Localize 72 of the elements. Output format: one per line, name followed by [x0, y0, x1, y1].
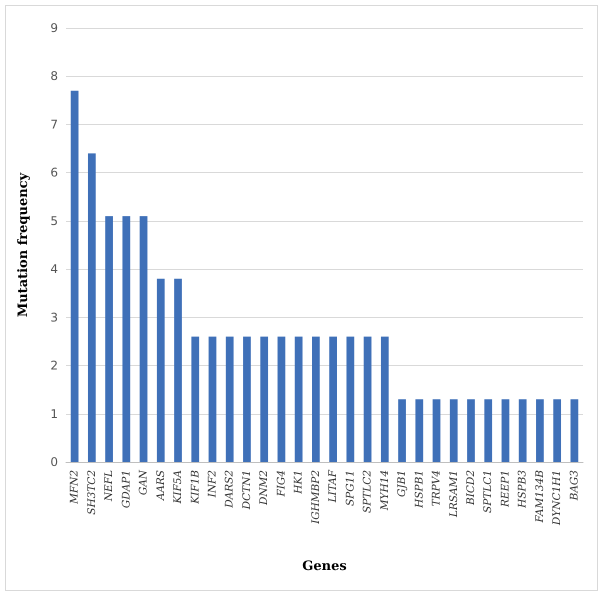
x-tick-label: LRSAM1 — [448, 470, 460, 518]
y-tick-label: 0 — [50, 455, 58, 469]
x-tick-label: KIF5A — [172, 470, 184, 505]
x-tick-label: HK1 — [292, 470, 305, 495]
x-tick-label: GJB1 — [396, 470, 408, 497]
bar — [156, 278, 165, 462]
x-tick-label: SPTLC1 — [482, 470, 494, 513]
x-tick-label: TRPV4 — [430, 470, 443, 506]
x-tick-label: KIF1B — [189, 470, 202, 505]
y-tick-label: 3 — [50, 310, 58, 324]
y-tick-label: 7 — [50, 117, 58, 132]
bar — [278, 336, 286, 462]
y-tick-label: 9 — [50, 21, 58, 35]
x-tick-label: IGHMBP2 — [310, 470, 322, 525]
bar — [484, 399, 492, 462]
x-tick-label: HSPB3 — [516, 470, 529, 509]
x-tick-label: DNM2 — [258, 470, 270, 506]
bar — [312, 336, 320, 462]
x-tick-label: DARS2 — [224, 470, 236, 509]
x-tick-label: FIG4 — [275, 470, 288, 498]
bar — [502, 399, 510, 462]
x-tick-label: MYH14 — [378, 470, 391, 512]
bar — [208, 336, 216, 462]
x-tick-label: BICD2 — [464, 470, 477, 506]
bar — [329, 336, 337, 462]
y-tick-label: 6 — [50, 166, 58, 180]
y-tick-label: 4 — [50, 262, 58, 276]
x-tick-label: FAM134B — [534, 470, 546, 524]
y-tick-label: 8 — [50, 69, 58, 84]
y-tick-label: 5 — [50, 214, 58, 228]
x-tick-label: SPTLC2 — [362, 470, 374, 513]
bar — [70, 90, 78, 462]
x-tick-label: GAN — [138, 469, 150, 496]
bar — [432, 399, 440, 462]
bar — [226, 336, 234, 462]
bar — [243, 336, 251, 462]
bar — [450, 399, 458, 462]
x-tick-label: SH3TC2 — [86, 470, 98, 515]
bar — [364, 336, 372, 462]
bar — [553, 399, 562, 462]
x-tick-label: HSPB1 — [413, 470, 426, 509]
bar — [415, 399, 424, 462]
x-tick-label: NEFL — [103, 470, 116, 502]
x-tick-label: DYNC1H1 — [551, 470, 564, 526]
x-tick-label: LITAF — [327, 469, 340, 504]
bar — [105, 216, 113, 462]
x-tick-label: REEP1 — [499, 470, 512, 508]
x-tick-label: DCTN1 — [240, 470, 253, 510]
y-axis-title: Mutation frequency — [16, 172, 31, 318]
bar — [174, 278, 182, 462]
bar — [122, 216, 130, 462]
x-tick-label: MFN2 — [68, 470, 81, 505]
bar — [140, 216, 148, 462]
bar — [346, 336, 354, 462]
x-tick-label: AARS — [154, 470, 167, 502]
bar — [191, 336, 200, 462]
x-tick-label: INF2 — [206, 470, 218, 498]
bar — [294, 336, 303, 462]
bar — [398, 399, 406, 462]
bar — [518, 399, 527, 462]
x-axis-title: Genes — [302, 559, 347, 574]
x-tick-label: SPG11 — [344, 470, 356, 506]
bar — [536, 399, 544, 462]
bar — [467, 399, 475, 462]
bar — [570, 399, 578, 462]
bar — [88, 153, 96, 462]
bar — [260, 336, 268, 462]
y-tick-label: 2 — [50, 358, 58, 373]
y-tick-label: 1 — [50, 406, 58, 421]
x-tick-label: BAG3 — [568, 470, 580, 502]
bar — [380, 336, 389, 462]
x-tick-label: GDAP1 — [120, 470, 132, 508]
